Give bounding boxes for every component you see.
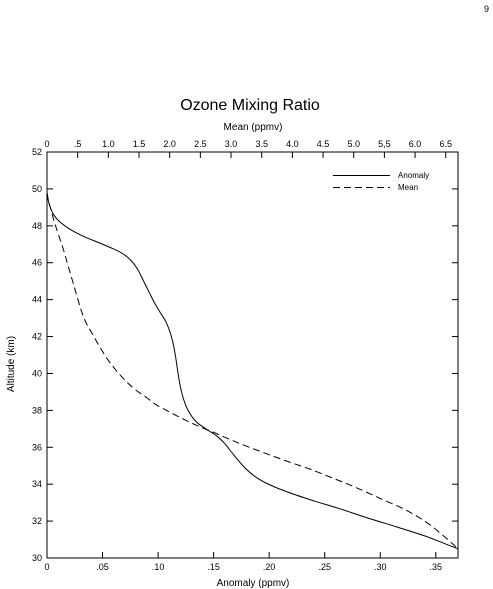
x2-tick-label: 5.0 bbox=[347, 139, 360, 149]
plot-frame bbox=[46, 151, 459, 559]
y-tick-label: 32 bbox=[32, 516, 42, 526]
y-tick-label: 50 bbox=[32, 184, 42, 194]
y-axis-title: Altitude (km) bbox=[6, 336, 17, 392]
y-tick-label: 46 bbox=[32, 258, 42, 268]
x2-tick-label: .5 bbox=[74, 139, 82, 149]
chart-title: Ozone Mixing Ratio bbox=[180, 97, 320, 114]
x-tick-label: .15 bbox=[207, 562, 220, 572]
x2-tick-label: 4.5 bbox=[317, 139, 330, 149]
series-lines bbox=[46, 192, 459, 550]
y-tick-label: 34 bbox=[32, 479, 42, 489]
y-tick-label: 42 bbox=[32, 332, 42, 342]
x2-tick-label: 6.0 bbox=[409, 139, 422, 149]
x2-tick-label: 6.5 bbox=[439, 139, 452, 149]
y-tick-label: 52 bbox=[32, 147, 42, 157]
x2-tick-label: 3.0 bbox=[225, 139, 238, 149]
y-tick-label: 44 bbox=[32, 295, 42, 305]
x2-tick-label: 1.5 bbox=[133, 139, 146, 149]
x2-tick-label: 5,5 bbox=[378, 139, 391, 149]
y-tick-label: 36 bbox=[32, 442, 42, 452]
y-tick-label: 38 bbox=[32, 405, 42, 415]
x2-tick-label: 0 bbox=[44, 139, 49, 149]
x2-tick-label: 3.5 bbox=[255, 139, 268, 149]
x2-tick-label: 2.0 bbox=[163, 139, 176, 149]
x2-axis-title: Mean (ppmv) bbox=[224, 122, 283, 133]
x-tick-label: .05 bbox=[96, 562, 109, 572]
x-tick-label: .30 bbox=[374, 562, 387, 572]
series-line-mean bbox=[46, 192, 459, 550]
x-axis-title: Anomaly (ppmv) bbox=[217, 578, 290, 589]
series-line-anomaly bbox=[46, 192, 459, 550]
x2-tick-label: 2.5 bbox=[194, 139, 207, 149]
legend-mean-label: Mean bbox=[398, 183, 418, 192]
x2-tick-label: 4.0 bbox=[286, 139, 299, 149]
x2-tick-label: 1.0 bbox=[102, 139, 115, 149]
y-tick-label: 48 bbox=[32, 221, 42, 231]
x-tick-label: .25 bbox=[318, 562, 331, 572]
x-tick-label: .10 bbox=[152, 562, 165, 572]
y-tick-label: 40 bbox=[32, 368, 42, 378]
axis-ticks: 0 .05 .10 .15 .20 .25 .30 .35 0 .5 1.0 1.5 2.0 2.5 3.0… bbox=[32, 139, 458, 572]
x-tick-label: 0 bbox=[44, 562, 49, 572]
y-tick-label: 30 bbox=[32, 553, 42, 563]
x-tick-label: .35 bbox=[430, 562, 443, 572]
page-number: 9 bbox=[484, 4, 490, 14]
legend: Anomaly Mean bbox=[333, 171, 429, 192]
x-tick-label: .20 bbox=[263, 562, 276, 572]
legend-anomaly-label: Anomaly bbox=[398, 171, 429, 180]
